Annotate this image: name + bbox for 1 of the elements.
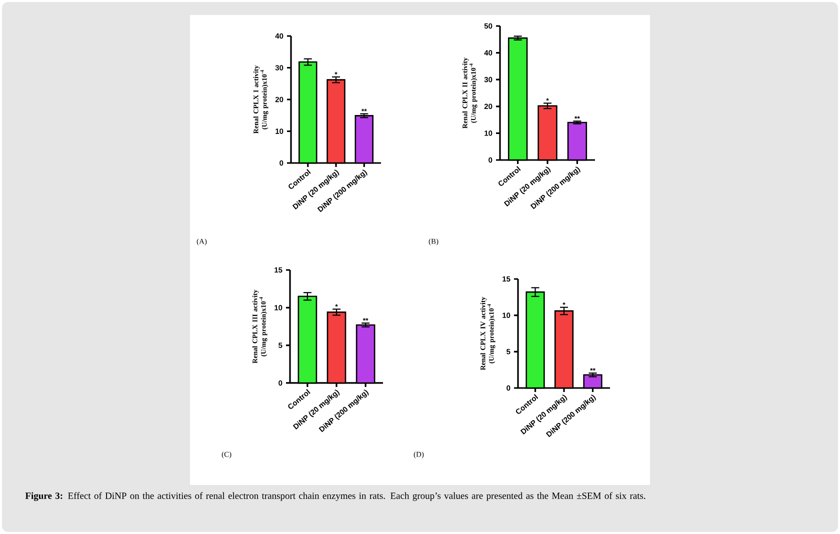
text: Figure 3: Effect of DiNP on the activities of renal electron transport chain enzymes in rats. Each group’s values are presented as the Mean ±SEM of six rats.	[25, 492, 646, 501]
